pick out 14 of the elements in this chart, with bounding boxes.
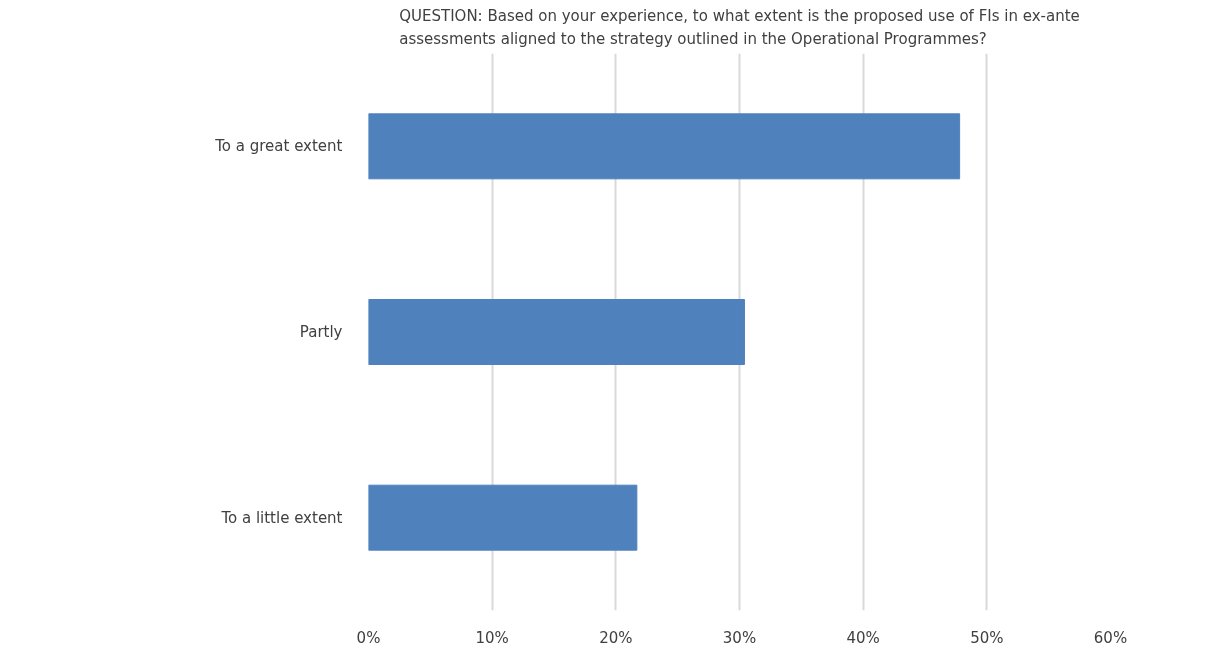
y-tick-label: To a little extent xyxy=(220,508,343,527)
x-tick-label: 30% xyxy=(722,628,757,647)
x-tick-label: 10% xyxy=(475,628,509,647)
bar xyxy=(368,484,638,551)
x-tick-label: 0% xyxy=(356,628,381,647)
x-tick-label: 40% xyxy=(846,628,880,647)
bar xyxy=(368,299,745,365)
chart-title: QUESTION: Based on your experience, to what extent is the proposed use of FIs in ex-ante assessments aligned to the strategy outlined in the Operational Programmes? xyxy=(399,7,1080,49)
y-tick-label: To a great extent xyxy=(214,137,343,156)
x-tick-label: 20% xyxy=(599,628,633,647)
bar xyxy=(368,113,961,180)
x-tick-label: 50% xyxy=(970,628,1004,647)
x-tick-label: 60% xyxy=(1093,628,1128,647)
y-tick-label: Partly xyxy=(299,323,343,341)
